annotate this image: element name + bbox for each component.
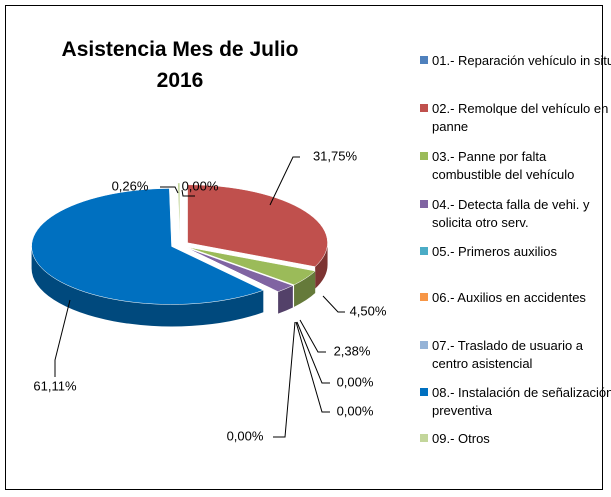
legend-label: 07.- Traslado de usuario a centro asiste…	[432, 338, 584, 371]
legend-label: 01.- Reparación vehículo in situ	[432, 53, 611, 68]
data-label: 4,50%	[350, 303, 387, 318]
legend-label: 08.- Instalación de señalización prevent…	[432, 385, 611, 418]
legend-swatch	[420, 152, 428, 160]
legend-entry: 08.- Instalación de señalización prevent…	[420, 384, 611, 420]
legend-entry: 05.- Primeros auxilios	[420, 243, 611, 261]
legend-entry: 01.- Reparación vehículo in situ	[420, 52, 611, 70]
data-label: 0,00%	[337, 403, 374, 418]
pie-slice-side	[294, 271, 316, 307]
leader-line	[160, 186, 179, 194]
pie-slice-side	[278, 285, 293, 314]
legend-entry: 02.- Remolque del vehículo en panne	[420, 100, 611, 136]
pie-slice	[186, 247, 294, 292]
chart-border	[5, 5, 603, 490]
legend-entry: 04.- Detecta falla de vehi. y solicita o…	[420, 196, 611, 232]
data-label: 0,00%	[337, 374, 374, 389]
legend-label: 03.- Panne por falta combustible del veh…	[432, 149, 575, 182]
legend-swatch	[420, 388, 428, 396]
pie-slice-side	[315, 242, 328, 289]
leader-line	[181, 189, 195, 197]
legend-entry: 03.- Panne por falta combustible del veh…	[420, 148, 611, 184]
data-label: 0,00%	[227, 428, 264, 443]
legend-label: 06.- Auxilios en accidentes	[432, 290, 586, 305]
pie-slice	[31, 188, 264, 305]
legend-label: 04.- Detecta falla de vehi. y solicita o…	[432, 197, 590, 230]
data-label: 31,75%	[313, 148, 358, 163]
legend-swatch	[420, 104, 428, 112]
data-label: 61,11%	[33, 378, 77, 393]
leader-line	[296, 321, 330, 384]
legend-swatch	[420, 56, 428, 64]
leader-line	[295, 321, 330, 413]
pie-slice	[187, 184, 328, 267]
legend-entry: 07.- Traslado de usuario a centro asiste…	[420, 337, 611, 373]
legend-label: 09.- Otros	[432, 431, 490, 446]
pie-slice	[187, 246, 316, 286]
data-label: 2,38%	[334, 343, 371, 358]
legend-swatch	[420, 341, 428, 349]
legend-entry: 06.- Auxilios en accidentes	[420, 289, 611, 307]
leader-line	[269, 156, 300, 206]
legend-swatch	[420, 247, 428, 255]
legend-swatch	[420, 200, 428, 208]
data-label: 0,00%	[182, 178, 219, 193]
pie-slice-side	[31, 246, 264, 327]
legend-label: 05.- Primeros auxilios	[432, 244, 557, 259]
legend-swatch	[420, 293, 428, 301]
chart-title: Asistencia Mes de Julio 2016	[61, 38, 299, 92]
leader-line	[322, 295, 345, 313]
data-label: 0,26%	[112, 178, 149, 193]
legend-entry: 09.- Otros	[420, 430, 611, 448]
leader-line	[299, 319, 326, 353]
legend-swatch	[420, 434, 428, 442]
pie-slice	[177, 182, 181, 241]
leader-line	[273, 321, 296, 438]
leader-line	[54, 299, 71, 377]
legend-label: 02.- Remolque del vehículo en panne	[432, 101, 609, 134]
